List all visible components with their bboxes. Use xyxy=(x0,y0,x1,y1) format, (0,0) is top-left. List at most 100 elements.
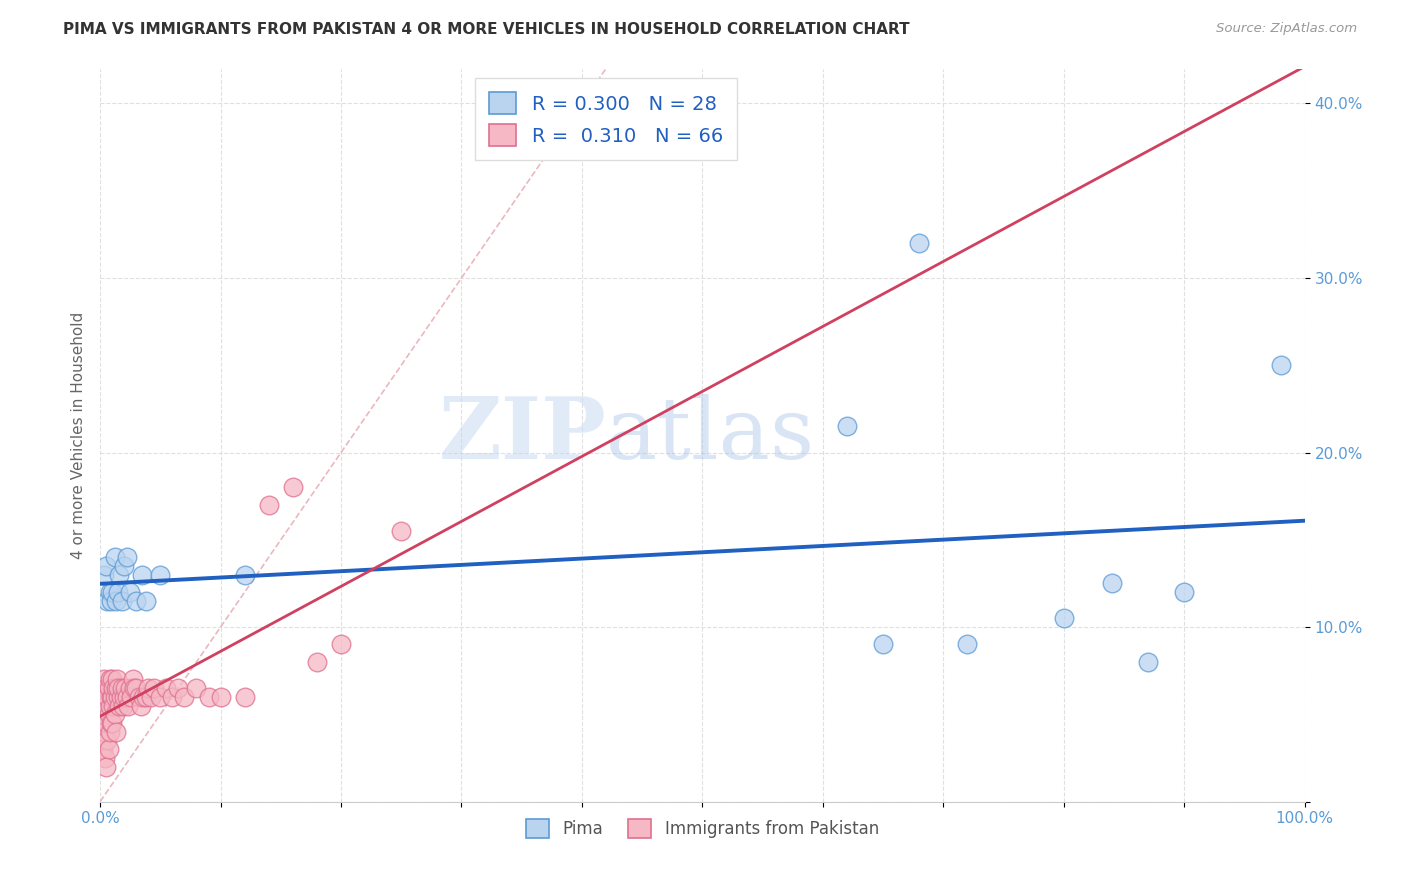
Point xyxy=(120,681,142,695)
Point xyxy=(129,698,152,713)
Point xyxy=(98,698,121,713)
Point xyxy=(100,716,122,731)
Point xyxy=(108,698,131,713)
Point xyxy=(115,690,138,704)
Point xyxy=(98,673,121,687)
Point xyxy=(93,724,115,739)
Point xyxy=(120,690,142,704)
Point xyxy=(1053,611,1076,625)
Point xyxy=(186,681,208,695)
Point xyxy=(94,558,117,573)
Point xyxy=(908,235,931,250)
Point xyxy=(305,655,328,669)
Point xyxy=(97,707,120,722)
Point xyxy=(1270,358,1292,372)
Point xyxy=(100,690,122,704)
Point xyxy=(94,698,117,713)
Point xyxy=(233,567,256,582)
Point xyxy=(121,673,143,687)
Point xyxy=(155,681,177,695)
Point xyxy=(101,690,124,704)
Legend: Pima, Immigrants from Pakistan: Pima, Immigrants from Pakistan xyxy=(519,812,886,845)
Y-axis label: 4 or more Vehicles in Household: 4 or more Vehicles in Household xyxy=(72,311,86,558)
Point xyxy=(143,681,166,695)
Point xyxy=(209,690,232,704)
Point xyxy=(197,690,219,704)
Point xyxy=(94,759,117,773)
Point xyxy=(103,550,125,565)
Point xyxy=(162,690,184,704)
Point xyxy=(107,690,129,704)
Point xyxy=(94,751,117,765)
Point xyxy=(93,673,115,687)
Point xyxy=(125,681,148,695)
Point xyxy=(91,690,114,704)
Point xyxy=(101,585,124,599)
Point xyxy=(128,690,150,704)
Point xyxy=(112,558,135,573)
Point xyxy=(956,638,979,652)
Point xyxy=(103,681,125,695)
Point xyxy=(149,690,172,704)
Point xyxy=(101,716,124,731)
Point xyxy=(90,707,112,722)
Point xyxy=(97,681,120,695)
Point xyxy=(115,550,138,565)
Text: atlas: atlas xyxy=(606,393,815,476)
Point xyxy=(835,419,858,434)
Point xyxy=(389,524,412,538)
Point xyxy=(173,690,195,704)
Point xyxy=(149,567,172,582)
Point xyxy=(103,690,125,704)
Point xyxy=(103,698,125,713)
Point xyxy=(136,681,159,695)
Point xyxy=(96,690,118,704)
Text: ZIP: ZIP xyxy=(439,393,606,477)
Point xyxy=(111,594,134,608)
Point xyxy=(94,716,117,731)
Point xyxy=(167,681,190,695)
Point xyxy=(98,585,121,599)
Point xyxy=(111,698,134,713)
Point xyxy=(135,690,157,704)
Point xyxy=(1101,576,1123,591)
Point xyxy=(100,594,122,608)
Point xyxy=(139,690,162,704)
Point xyxy=(257,498,280,512)
Point xyxy=(101,673,124,687)
Point xyxy=(117,698,139,713)
Point xyxy=(233,690,256,704)
Point xyxy=(96,594,118,608)
Point xyxy=(105,673,128,687)
Point xyxy=(97,742,120,756)
Point xyxy=(122,681,145,695)
Point xyxy=(96,733,118,747)
Point xyxy=(93,567,115,582)
Point xyxy=(120,585,142,599)
Point xyxy=(1173,585,1195,599)
Point xyxy=(281,480,304,494)
Point xyxy=(135,594,157,608)
Point xyxy=(98,724,121,739)
Point xyxy=(125,594,148,608)
Point xyxy=(108,567,131,582)
Point xyxy=(107,681,129,695)
Text: PIMA VS IMMIGRANTS FROM PAKISTAN 4 OR MORE VEHICLES IN HOUSEHOLD CORRELATION CHA: PIMA VS IMMIGRANTS FROM PAKISTAN 4 OR MO… xyxy=(63,22,910,37)
Text: Source: ZipAtlas.com: Source: ZipAtlas.com xyxy=(1216,22,1357,36)
Point xyxy=(111,681,134,695)
Point xyxy=(107,585,129,599)
Point xyxy=(330,638,353,652)
Point xyxy=(104,594,127,608)
Point xyxy=(104,724,127,739)
Point xyxy=(1137,655,1160,669)
Point xyxy=(103,707,125,722)
Point xyxy=(114,681,136,695)
Point xyxy=(131,567,153,582)
Point xyxy=(872,638,894,652)
Point xyxy=(110,690,132,704)
Point xyxy=(132,690,155,704)
Point xyxy=(104,681,127,695)
Point xyxy=(94,681,117,695)
Point xyxy=(112,690,135,704)
Point xyxy=(91,742,114,756)
